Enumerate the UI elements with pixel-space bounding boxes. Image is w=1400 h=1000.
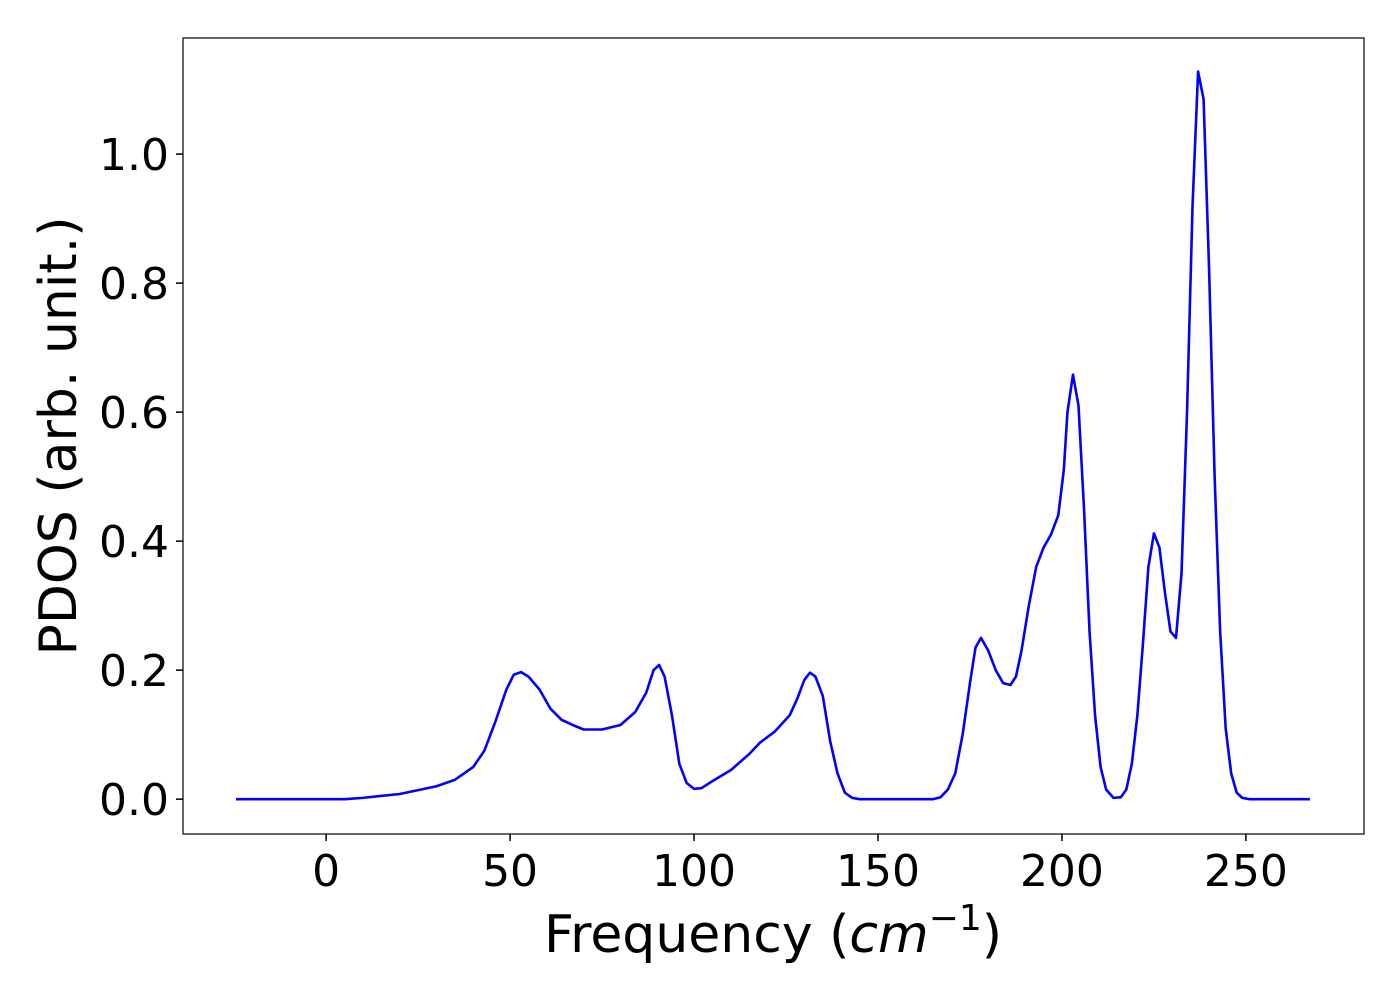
x-axis-label: Frequency (cm−1)	[544, 898, 1002, 965]
x-label-exponent: −1	[929, 898, 982, 939]
y-tick-label: 1.0	[99, 130, 169, 181]
y-axis-label: PDOS (arb. unit.)	[29, 216, 89, 655]
y-tick-label: 0.4	[99, 517, 169, 568]
pdos-line	[235, 70, 1310, 801]
y-tick-label: 0.0	[99, 775, 169, 826]
x-tick-label: 0	[312, 846, 340, 897]
x-label-text: Frequency (	[544, 905, 849, 965]
y-tick-label: 0.6	[99, 388, 169, 439]
y-tick-label: 0.8	[99, 259, 169, 310]
x-tick-label: 200	[1020, 846, 1104, 897]
x-tick-label: 250	[1204, 846, 1288, 897]
x-tick-label: 150	[836, 846, 920, 897]
plot-frame	[182, 37, 1365, 835]
x-tick-label: 100	[652, 846, 736, 897]
x-label-unit: cm	[849, 905, 928, 965]
y-tick-label: 0.2	[99, 646, 169, 697]
x-label-close: )	[982, 905, 1002, 965]
x-tick-label: 50	[482, 846, 538, 897]
